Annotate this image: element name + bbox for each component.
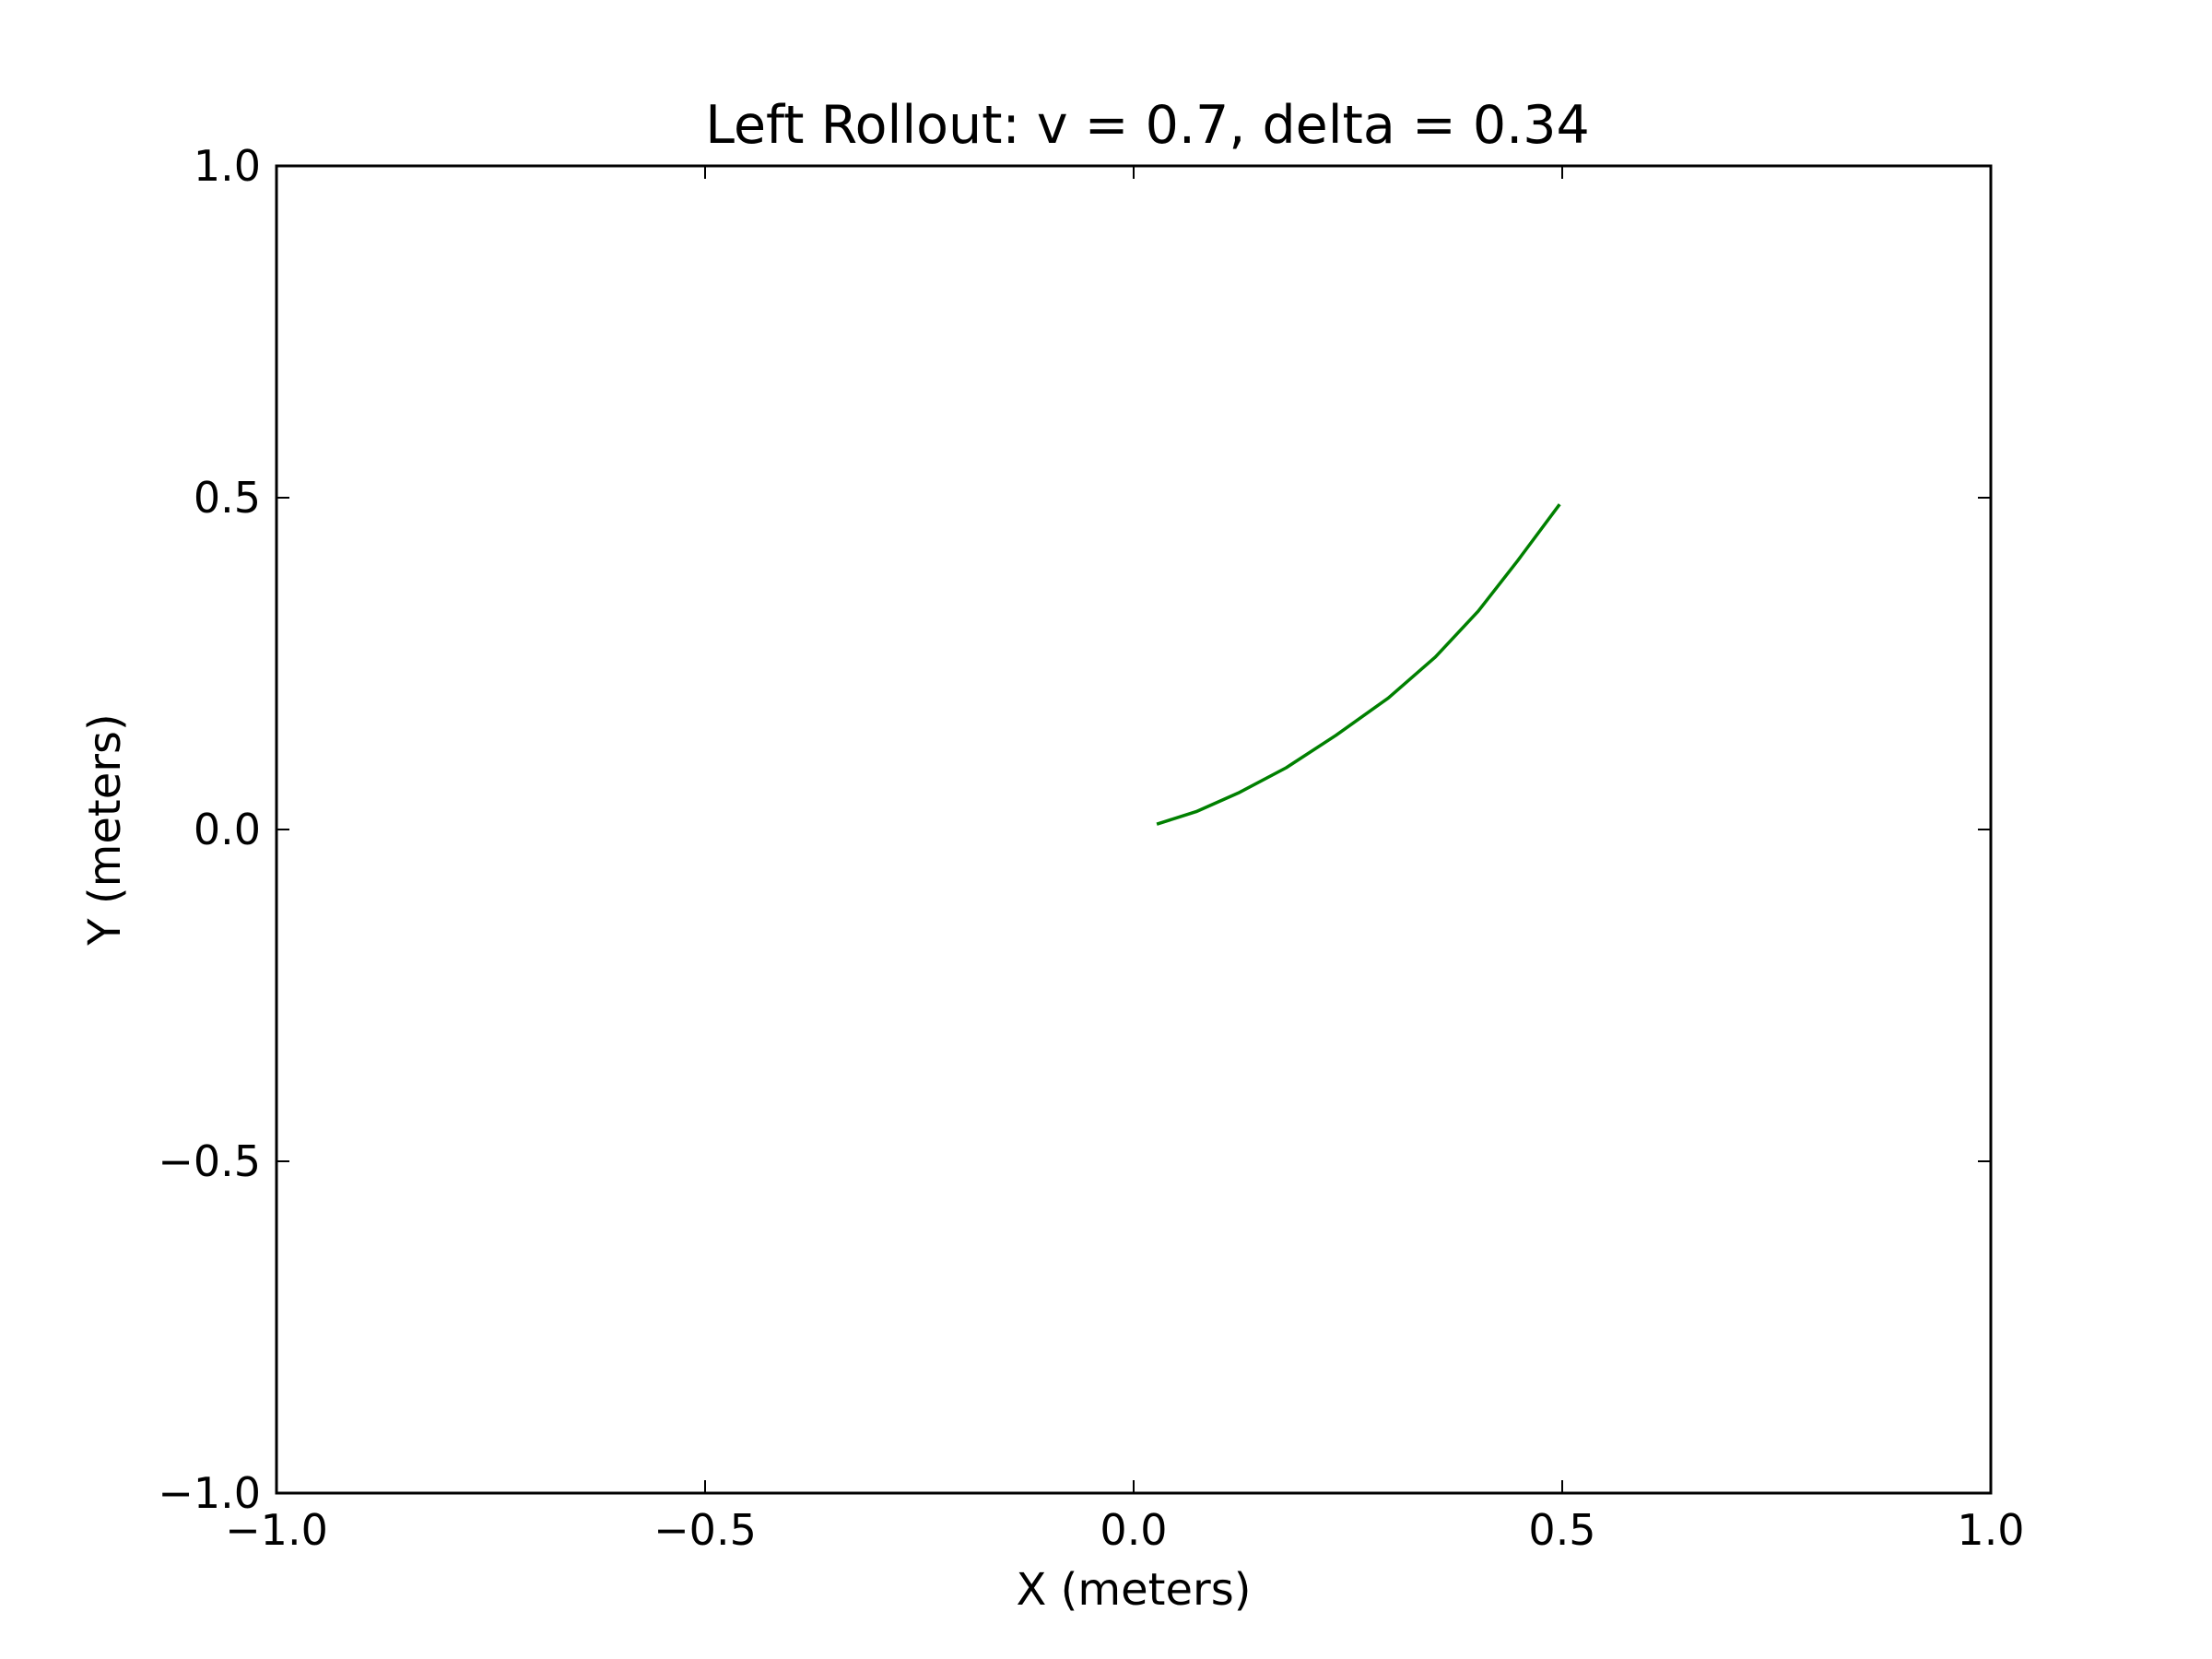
plot-frame (275, 164, 1993, 1495)
y-tick-label: −0.5 (158, 1136, 261, 1186)
y-tick-label: 1.0 (194, 141, 261, 191)
y-tick-label: 0.0 (194, 805, 261, 854)
plot-area (276, 166, 1991, 1493)
series-layer (1156, 503, 1561, 826)
series-line (1156, 503, 1561, 826)
chart-title: Left Rollout: v = 0.7, delta = 0.34 (705, 95, 1590, 156)
x-tick-label: 1.0 (1957, 1505, 2024, 1555)
x-tick-label: 0.0 (1100, 1505, 1167, 1555)
y-tick-label: −1.0 (158, 1468, 261, 1518)
y-axis-label: Y (meters) (79, 713, 131, 946)
x-tick-label: 0.5 (1528, 1505, 1595, 1555)
y-tick-label: 0.5 (194, 473, 261, 523)
x-tick-label: −1.0 (225, 1505, 328, 1555)
x-axis-label: X (meters) (1017, 1564, 1252, 1616)
tick-layer: −1.0 −0.5 0.0 0.5 1.0 −1.0 −0.5 0.0 0.5 1.0 (158, 141, 2024, 1555)
x-tick-label: −0.5 (653, 1505, 757, 1555)
